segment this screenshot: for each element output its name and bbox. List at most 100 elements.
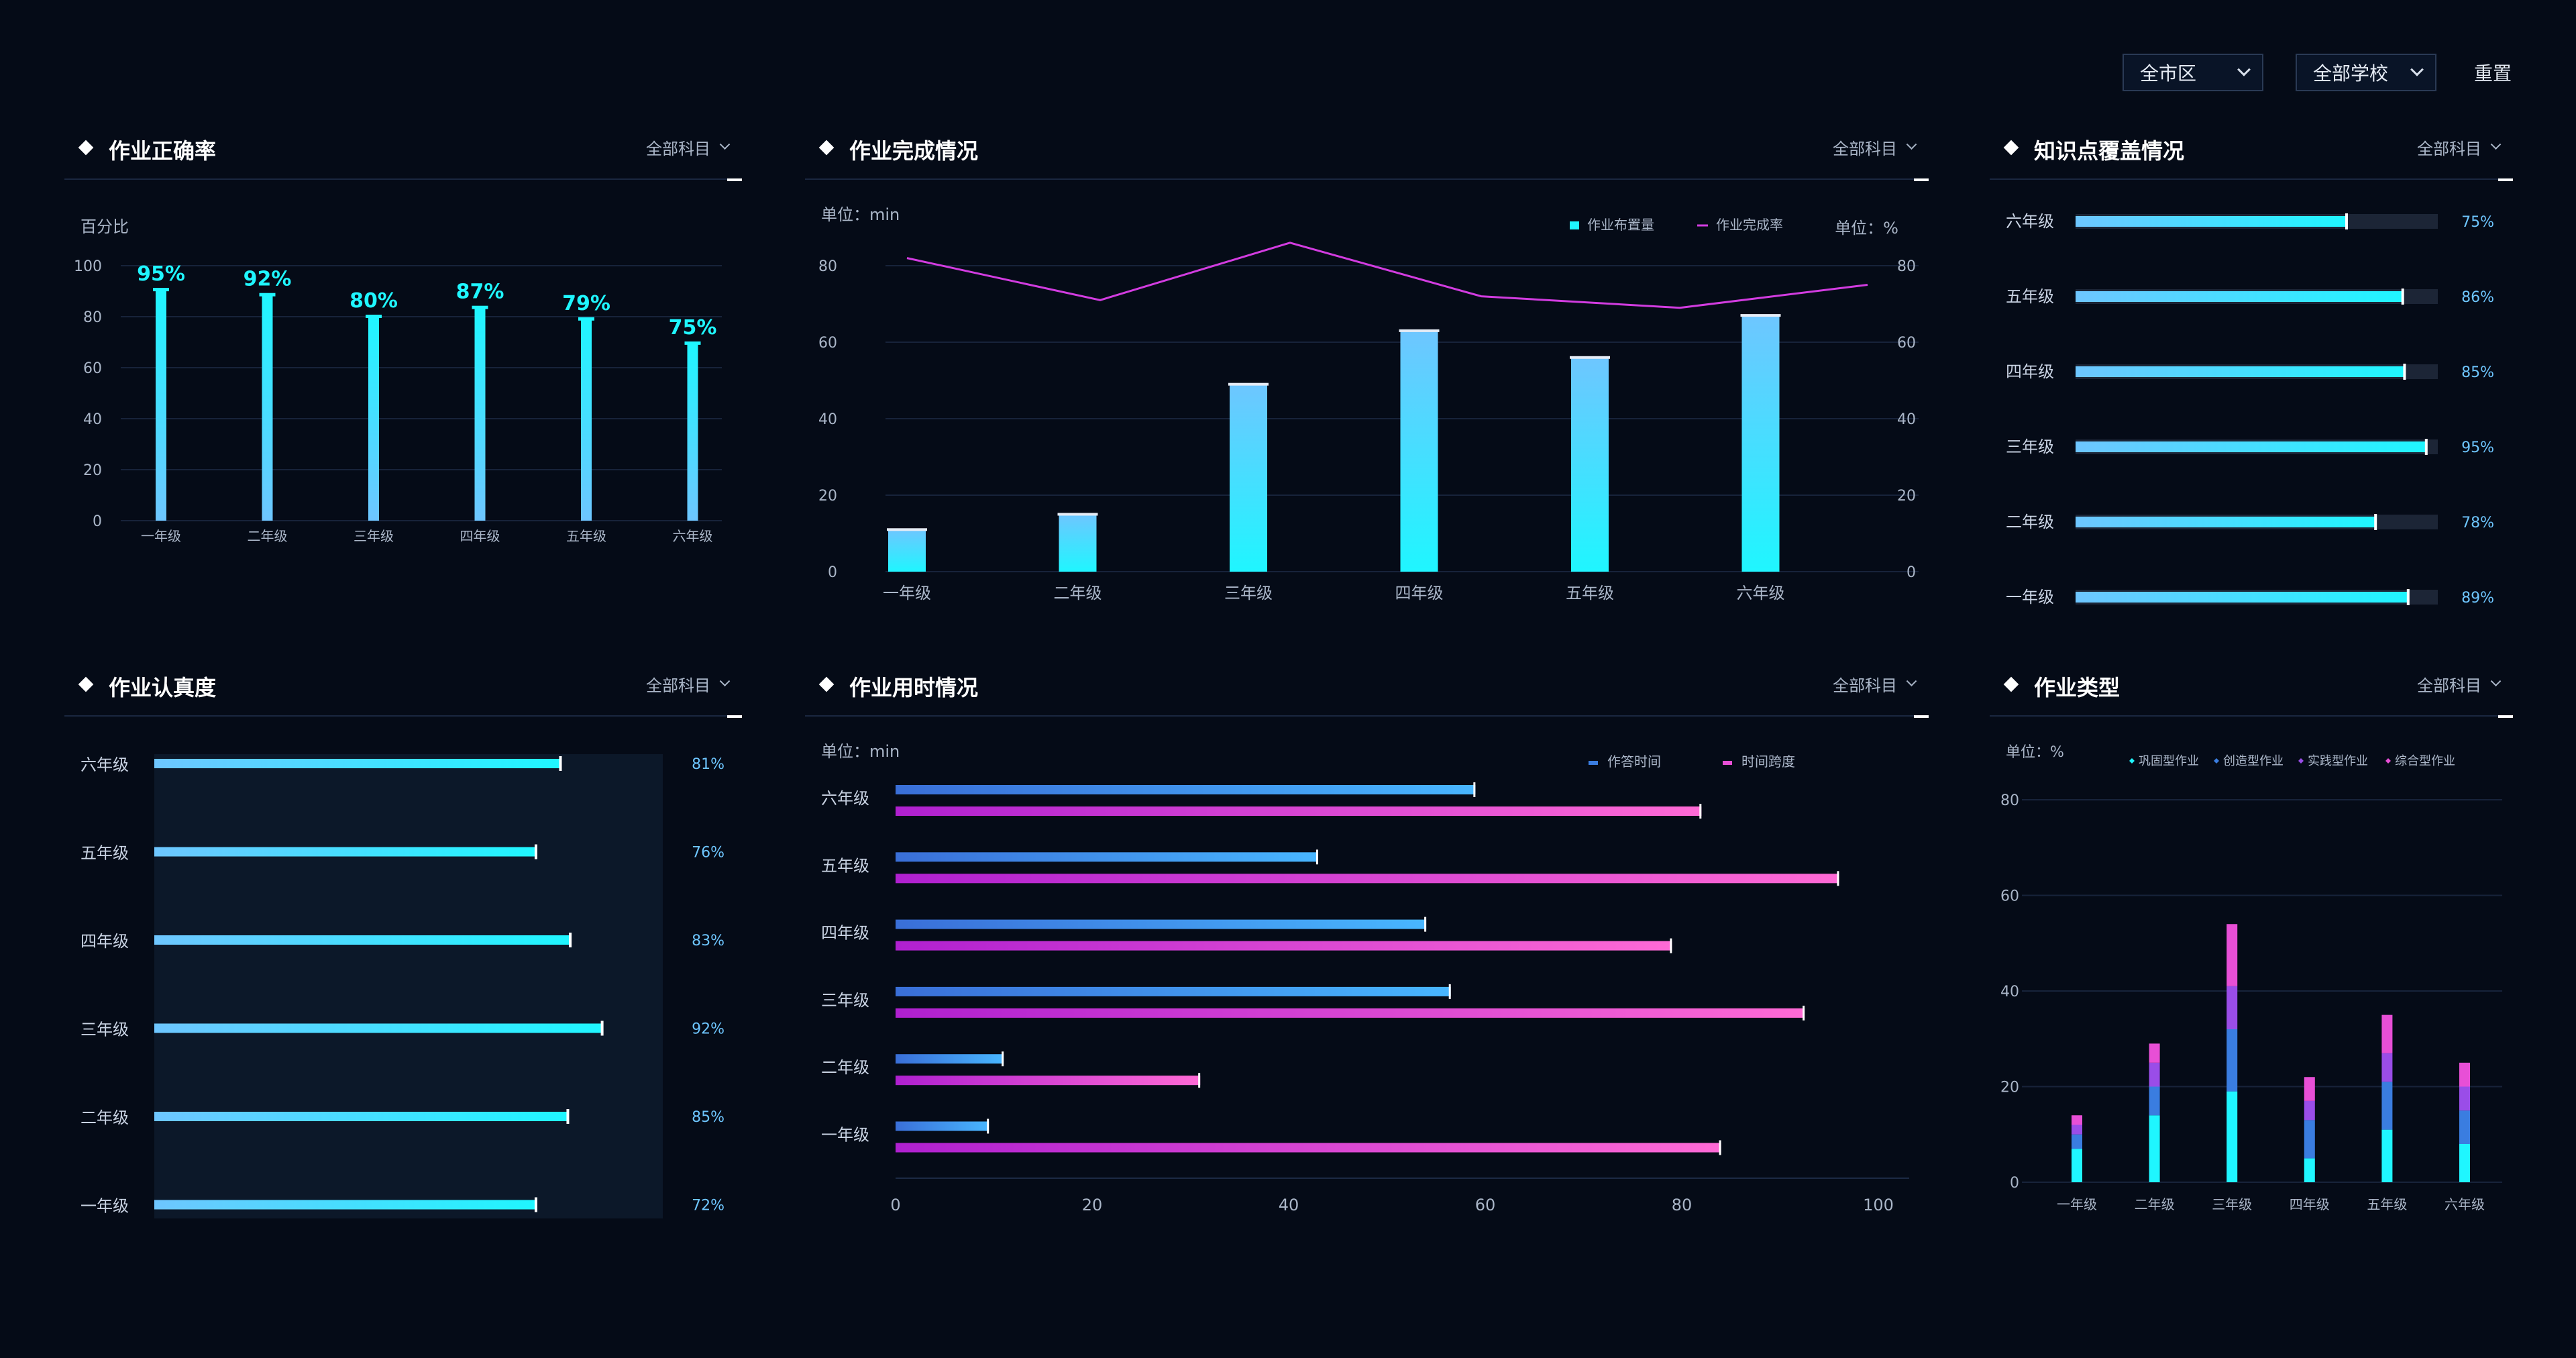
panel-header: 作业认真度 全部科目 xyxy=(64,668,742,718)
chevron-down-icon xyxy=(1906,676,1917,687)
x-tick-label: 五年级 xyxy=(1566,584,1614,603)
completion-panel: 作业完成情况 全部科目 单位：min 单位：% 0 0 20 20 40 40 60 60 80 80… xyxy=(805,132,1929,628)
chevron-down-icon xyxy=(2237,62,2251,76)
bar-series-b xyxy=(896,806,1702,816)
data-label: 78% xyxy=(2461,515,2494,531)
stack-segment xyxy=(2381,1053,2393,1082)
district-select[interactable]: 全市区 xyxy=(2122,54,2263,91)
y-tick-label: 100 xyxy=(74,258,102,275)
y-tick-label: 20 xyxy=(818,488,837,505)
bar-cap xyxy=(534,844,537,859)
stack-segment xyxy=(2149,1086,2160,1116)
bar-cap xyxy=(566,1109,570,1124)
subject-select[interactable]: 全部科目 xyxy=(646,672,731,696)
stack-segment xyxy=(2459,1062,2470,1087)
bar-series-a xyxy=(896,919,1427,929)
panel-header: 知识点覆盖情况 全部科目 xyxy=(1990,132,2513,181)
legend-label: 作答时间 xyxy=(1607,753,1661,770)
bar-cap xyxy=(2374,514,2377,530)
district-select-value: 全市区 xyxy=(2139,62,2196,85)
header-accent xyxy=(1914,178,1929,181)
panel-title: 作业完成情况 xyxy=(849,138,979,164)
legend-label: 实践型作业 xyxy=(2308,754,2368,768)
accuracy-panel: 作业正确率 全部科目 百分比 0 20 40 60 80 100 95% 一年级 92% 二年级 80… xyxy=(64,132,742,628)
bar xyxy=(154,759,561,768)
bar xyxy=(154,847,537,857)
stack-segment xyxy=(2072,1149,2082,1182)
y-tick-label: 三年级 xyxy=(2006,437,2054,456)
diamond-icon xyxy=(2003,140,2019,156)
panel-title: 作业用时情况 xyxy=(849,675,979,700)
subject-select[interactable]: 全部科目 xyxy=(2417,136,2502,159)
bar-cap xyxy=(1570,356,1610,359)
y-tick-label: 60 xyxy=(2000,888,2019,905)
y-tick-label: 20 xyxy=(83,462,102,479)
subject-select[interactable]: 全部科目 xyxy=(646,136,731,159)
time-panel: 作业用时情况 全部科目 单位：min 0 20 40 60 80 100 六年级 五年级 四年级三… xyxy=(805,668,1929,1225)
legend-swatch xyxy=(1723,761,1732,765)
subject-select-value: 全部科目 xyxy=(2417,676,2481,695)
x-tick-label: 五年级 xyxy=(566,528,606,544)
data-label: 86% xyxy=(2461,289,2494,306)
axis-title: 单位：min xyxy=(821,742,900,761)
stack-segment xyxy=(2459,1110,2470,1144)
y-tick-label: 四年级 xyxy=(80,932,129,951)
panel-title: 作业认真度 xyxy=(109,675,217,700)
subject-select[interactable]: 全部科目 xyxy=(2417,672,2502,696)
bar-cap xyxy=(2401,289,2404,305)
bar-cap xyxy=(2345,213,2348,229)
bar-cap xyxy=(534,1197,537,1212)
bar xyxy=(687,343,698,521)
legend-marker xyxy=(2298,758,2304,764)
data-label: 79% xyxy=(562,292,610,315)
x-tick-label: 一年级 xyxy=(2057,1196,2097,1212)
subject-select[interactable]: 全部科目 xyxy=(1833,136,1917,159)
coverage-panel: 知识点覆盖情况 全部科目 六年级 75% 五年级 86% 四年级 85% 三年级 95% 二年级… xyxy=(1990,132,2513,628)
type-panel: 作业类型 全部科目 单位：% 0 20 40 60 80 一年级 二年级 三年级 四年级 五年级 六年… xyxy=(1990,668,2513,1225)
bar xyxy=(368,317,379,521)
stack-segment xyxy=(2149,1062,2160,1087)
reset-button[interactable]: 重置 xyxy=(2473,62,2512,85)
x-tick-label: 四年级 xyxy=(460,528,500,544)
bar-series-b xyxy=(896,1076,1201,1086)
y-tick-label-right: 60 xyxy=(1897,335,1916,352)
diamond-icon xyxy=(818,676,835,692)
bar xyxy=(1400,330,1438,572)
school-select[interactable]: 全部学校 xyxy=(2295,54,2436,91)
x-tick-label: 0 xyxy=(890,1196,900,1214)
bar xyxy=(1059,514,1097,572)
legend-label: 创造型作业 xyxy=(2223,754,2284,768)
legend-label: 时间跨度 xyxy=(1741,753,1795,770)
y-tick-label: 五年级 xyxy=(80,844,129,863)
bar-cap xyxy=(1399,329,1440,332)
x-tick-label: 80 xyxy=(1672,1196,1693,1214)
chevron-down-icon xyxy=(1906,139,1917,150)
bar-series-a xyxy=(896,986,1451,996)
bar-series-a xyxy=(896,852,1318,862)
x-tick-label: 一年级 xyxy=(883,584,931,603)
legend-label: 作业布置量 xyxy=(1587,217,1654,233)
panel-header: 作业正确率 全部科目 xyxy=(64,132,742,181)
data-label: 81% xyxy=(692,756,724,773)
x-tick-label: 二年级 xyxy=(2135,1196,2175,1212)
stack-segment xyxy=(2381,1129,2393,1182)
subject-select[interactable]: 全部科目 xyxy=(1833,672,1917,696)
bar-cap xyxy=(1002,1051,1004,1067)
panel-title: 作业类型 xyxy=(2034,675,2121,700)
x-tick-label: 二年级 xyxy=(248,528,288,544)
bar-cap xyxy=(1057,513,1098,516)
header-accent xyxy=(2498,178,2513,181)
header-accent xyxy=(1914,715,1929,718)
legend-swatch xyxy=(1589,761,1598,765)
y-tick-label: 80 xyxy=(818,258,837,275)
bar-cap xyxy=(366,315,382,318)
y-tick-label: 一年级 xyxy=(80,1197,129,1216)
bar xyxy=(1571,357,1609,572)
bar-cap xyxy=(1699,804,1702,819)
school-select-value: 全部学校 xyxy=(2312,62,2388,85)
y-tick-label: 五年级 xyxy=(821,856,869,875)
y-tick-label: 三年级 xyxy=(821,991,869,1010)
header-accent xyxy=(727,715,742,718)
y-tick-label: 40 xyxy=(818,411,837,428)
y-axis-title: 单位：min xyxy=(821,205,900,224)
